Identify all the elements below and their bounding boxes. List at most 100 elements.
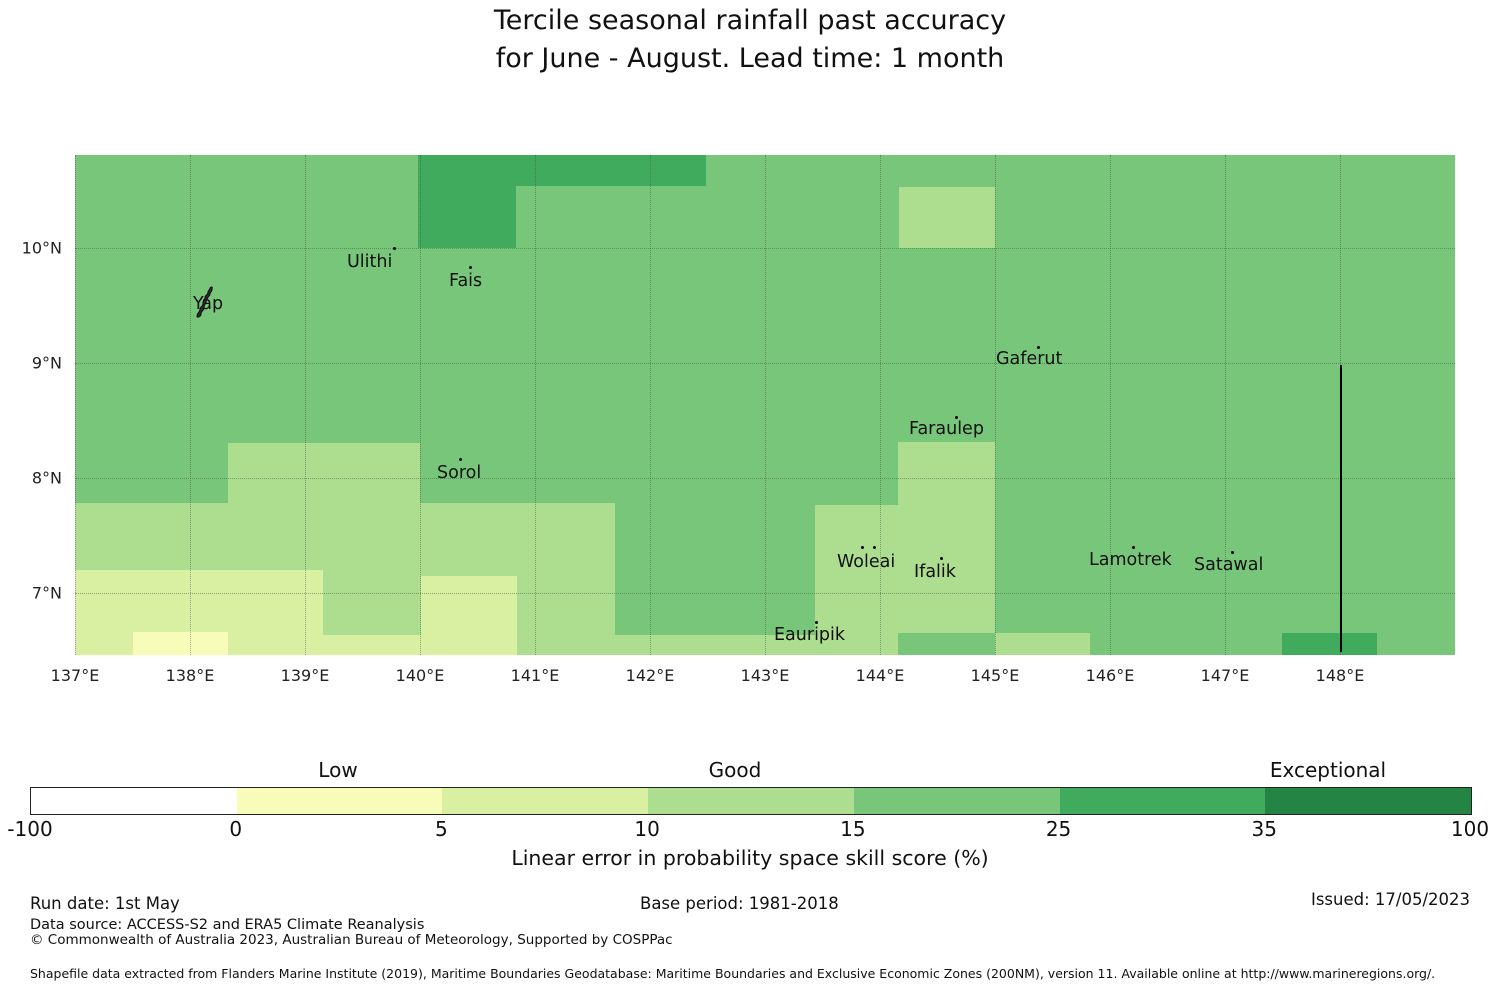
colorbar-tick-label: 15: [840, 817, 866, 841]
lon-tick-label: 147°E: [1200, 666, 1250, 685]
island-marker-gaferut: [1037, 346, 1040, 349]
lon-tick-label: 148°E: [1315, 666, 1365, 685]
skill-cell-10-15: [420, 503, 615, 576]
island-marker-fais: [469, 266, 472, 269]
graticule-meridian: [1225, 155, 1226, 655]
lon-tick-label: 139°E: [280, 666, 330, 685]
colorbar-segment: [1265, 788, 1472, 814]
island-label-faraulep: Faraulep: [909, 419, 984, 439]
skill-cell-10-15: [898, 442, 995, 633]
graticule-parallel: [75, 478, 1455, 479]
lon-tick-label: 144°E: [855, 666, 905, 685]
island-marker-eauripik: [815, 621, 818, 624]
graticule-meridian: [765, 155, 766, 655]
graticule-parallel: [75, 363, 1455, 364]
base-period-text: Base period: 1981-2018: [640, 894, 839, 913]
graticule-parallel: [75, 248, 1455, 249]
island-label-fais: Fais: [449, 271, 483, 291]
island-marker-sorol: [459, 458, 462, 461]
graticule-meridian: [420, 155, 421, 655]
graticule-meridian: [1110, 155, 1111, 655]
skill-cell-10-15: [75, 503, 420, 570]
lon-tick-label: 142°E: [625, 666, 675, 685]
skill-cell-10-15: [615, 635, 815, 655]
copyright-text: © Commonwealth of Australia 2023, Austra…: [30, 932, 673, 948]
lon-tick-label: 140°E: [395, 666, 445, 685]
colorbar-category-low: Low: [318, 758, 358, 782]
lon-tick-label: 143°E: [740, 666, 790, 685]
colorbar-category-exceptional: Exceptional: [1269, 758, 1387, 782]
graticule-meridian: [190, 155, 191, 655]
island-marker-woleai: [861, 546, 864, 549]
yap-island-outline: [196, 286, 213, 318]
island-label-ifalik: Ifalik: [914, 562, 956, 582]
graticule-meridian: [535, 155, 536, 655]
lat-tick-label: 9°N: [31, 353, 62, 373]
colorbar-tick-label: 35: [1251, 817, 1278, 841]
colorbar-segment: [1059, 788, 1266, 814]
island-label-ulithi: Ulithi: [347, 252, 393, 272]
colorbar-segment: [853, 788, 1060, 814]
skill-cell-25-35: [1282, 633, 1377, 655]
lon-tick-label: 137°E: [50, 666, 100, 685]
island-marker-lamotrek: [1132, 546, 1135, 549]
run-date-text: Run date: 1st May: [30, 894, 180, 913]
graticule-meridian: [650, 155, 651, 655]
colorbar-segment: [648, 788, 854, 814]
island-label-gaferut: Gaferut: [996, 349, 1063, 369]
chart-title: Tercile seasonal rainfall past accuracy …: [0, 2, 1500, 78]
island-marker-woleai: [873, 546, 876, 549]
lon-tick-label: 141°E: [510, 666, 560, 685]
colorbar: [30, 787, 1472, 815]
skill-cell-0-5: [133, 632, 228, 655]
graticule-meridian: [75, 155, 76, 655]
colorbar-tick-label: 0: [229, 817, 243, 841]
island-label-sorol: Sorol: [437, 463, 482, 483]
eez-boundary-line: [1340, 365, 1342, 652]
colorbar-segment: [31, 788, 237, 814]
skill-cell-5-10: [421, 576, 517, 655]
colorbar-category-good: Good: [708, 758, 762, 782]
graticule-meridian: [305, 155, 306, 655]
lon-tick-label: 145°E: [970, 666, 1020, 685]
island-marker-faraulep: [955, 416, 958, 419]
issued-date-text: Issued: 17/05/2023: [1310, 890, 1470, 909]
skill-cell-25-35: [418, 155, 516, 248]
colorbar-axis-label: Linear error in probability space skill …: [511, 846, 989, 870]
skill-cell-10-15: [323, 570, 421, 635]
skill-cell-10-15: [228, 443, 420, 503]
graticule-meridian: [880, 155, 881, 655]
lat-tick-label: 7°N: [31, 583, 62, 603]
graticule-meridian: [995, 155, 996, 655]
island-label-eauripik: Eauripik: [774, 625, 846, 645]
graticule-parallel: [75, 593, 1455, 594]
skill-cell-10-15: [899, 187, 995, 248]
colorbar-tick-label: 100: [1450, 817, 1490, 841]
data-source-text: Data source: ACCESS-S2 and ERA5 Climate …: [30, 917, 425, 933]
skill-cell-5-10: [323, 635, 421, 655]
colorbar-segment: [442, 788, 649, 814]
island-marker-ifalik: [940, 557, 943, 560]
island-marker-satawal: [1231, 551, 1234, 554]
colorbar-tick-label: 25: [1045, 817, 1072, 841]
chart-title-line1: Tercile seasonal rainfall past accuracy: [493, 5, 1007, 36]
lon-tick-label: 146°E: [1085, 666, 1135, 685]
island-label-satawal: Satawal: [1194, 555, 1264, 575]
colorbar-tick-label: 10: [634, 817, 660, 841]
lat-tick-label: 10°N: [21, 238, 62, 258]
island-label-woleai: Woleai: [837, 552, 896, 572]
map-plot-area: [75, 155, 1455, 655]
island-label-lamotrek: Lamotrek: [1089, 550, 1172, 570]
lon-tick-label: 138°E: [165, 666, 215, 685]
chart-title-line2: for June - August. Lead time: 1 month: [495, 43, 1005, 74]
colorbar-tick-label: 5: [435, 817, 448, 841]
skill-cell-10-15: [995, 633, 1090, 655]
island-marker-ulithi: [393, 247, 396, 250]
colorbar-segment: [236, 788, 443, 814]
skill-cell-10-15: [517, 576, 615, 655]
lat-tick-label: 8°N: [31, 468, 62, 488]
shapefile-note-text: Shapefile data extracted from Flanders M…: [30, 966, 1436, 981]
skill-cell-10-15: [815, 505, 898, 655]
colorbar-tick-label: -100: [7, 817, 53, 841]
